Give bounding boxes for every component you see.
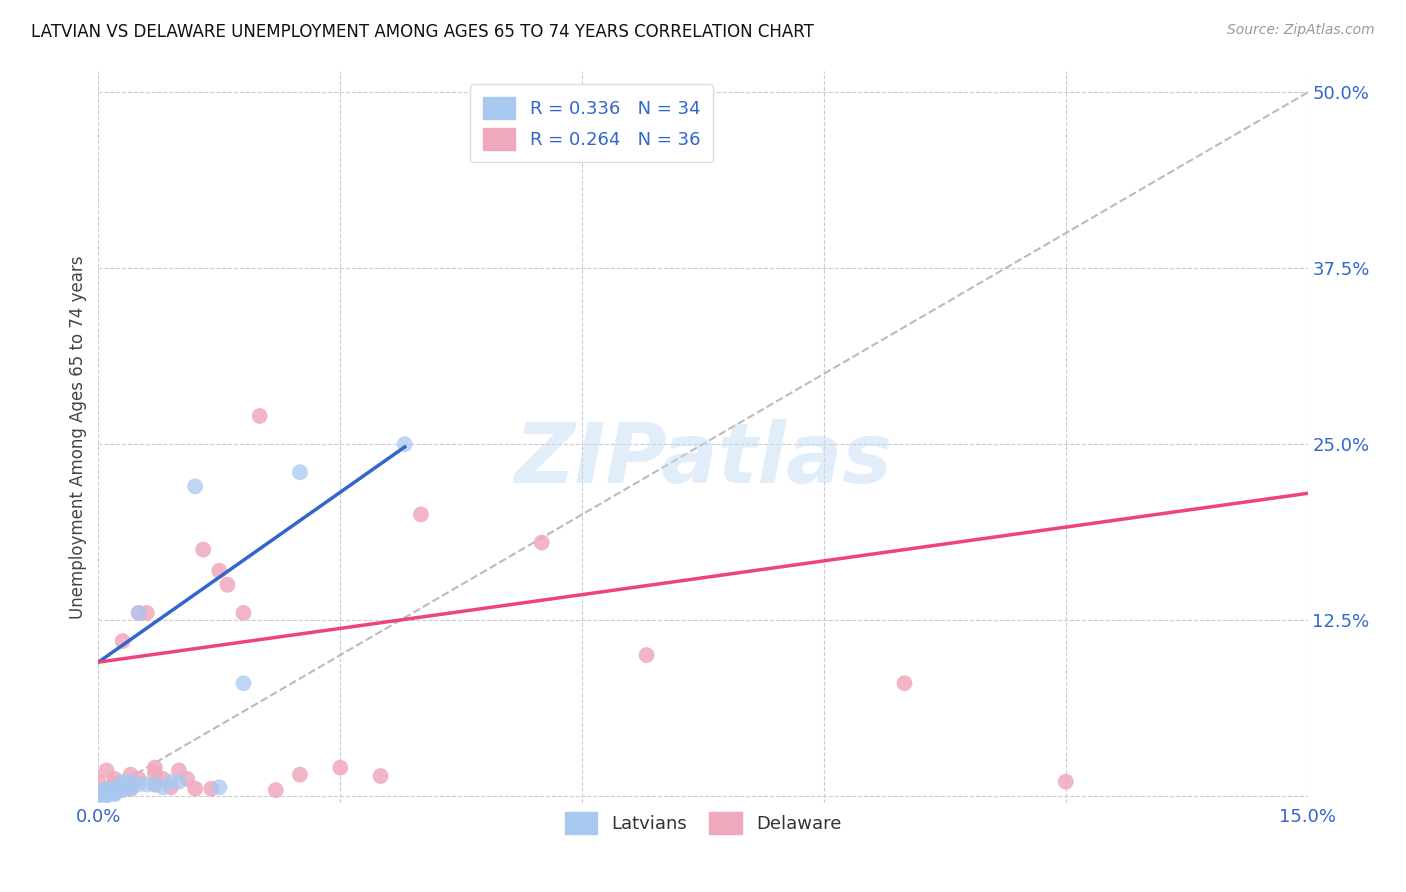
Point (184, 479, 207, 493)
Text: Source: ZipAtlas.com: Source: ZipAtlas.com (1227, 23, 1375, 37)
Point (96, 784, 118, 798)
Point (128, 772, 150, 786)
Legend: Latvians, Delaware: Latvians, Delaware (557, 805, 849, 841)
Point (167, 774, 190, 789)
Text: ZIPatlas: ZIPatlas (515, 418, 891, 500)
Point (264, 783, 287, 797)
Point (96, 789, 118, 803)
Point (409, 508, 432, 522)
Point (96, 781, 118, 796)
Point (370, 769, 392, 783)
Point (193, 542, 215, 557)
Point (143, 761, 166, 775)
Point (200, 781, 222, 796)
Point (103, 784, 125, 798)
Point (128, 606, 150, 620)
Point (232, 676, 254, 690)
Point (111, 634, 134, 648)
Point (111, 778, 134, 792)
Point (103, 778, 125, 792)
Point (87, 788, 110, 802)
Point (96, 786, 118, 800)
Point (208, 780, 231, 795)
Point (120, 774, 142, 789)
Point (96, 781, 118, 796)
Point (103, 781, 125, 796)
Point (530, 535, 553, 549)
Point (111, 783, 134, 797)
Point (1054, 774, 1077, 789)
Point (394, 437, 416, 451)
Point (329, 761, 352, 775)
Point (167, 764, 190, 778)
Point (87, 774, 110, 789)
Point (135, 606, 157, 620)
Point (152, 772, 174, 786)
Point (893, 676, 915, 690)
Point (143, 766, 166, 780)
Point (111, 781, 134, 796)
Point (232, 606, 254, 620)
Point (249, 409, 271, 423)
Point (288, 767, 311, 781)
Point (120, 781, 142, 796)
Point (176, 772, 198, 786)
Point (120, 781, 142, 796)
Point (103, 786, 125, 800)
Point (96, 786, 118, 800)
Point (96, 788, 118, 802)
Point (135, 778, 157, 792)
Point (636, 648, 658, 662)
Text: LATVIAN VS DELAWARE UNEMPLOYMENT AMONG AGES 65 TO 74 YEARS CORRELATION CHART: LATVIAN VS DELAWARE UNEMPLOYMENT AMONG A… (31, 23, 814, 41)
Point (152, 780, 174, 795)
Y-axis label: Unemployment Among Ages 65 to 74 years: Unemployment Among Ages 65 to 74 years (69, 255, 87, 619)
Point (120, 780, 142, 795)
Point (120, 767, 142, 781)
Point (111, 779, 134, 793)
Point (87, 786, 110, 800)
Point (103, 784, 125, 798)
Point (103, 784, 125, 798)
Point (288, 465, 311, 479)
Point (96, 764, 118, 778)
Point (160, 774, 183, 789)
Point (87, 789, 110, 803)
Point (103, 783, 125, 797)
Point (128, 778, 150, 792)
Point (208, 564, 231, 578)
Point (143, 778, 166, 792)
Point (160, 780, 183, 795)
Point (128, 606, 150, 620)
Point (143, 778, 166, 792)
Point (184, 781, 207, 796)
Point (103, 788, 125, 802)
Point (111, 774, 134, 789)
Point (103, 772, 125, 786)
Point (217, 578, 239, 592)
